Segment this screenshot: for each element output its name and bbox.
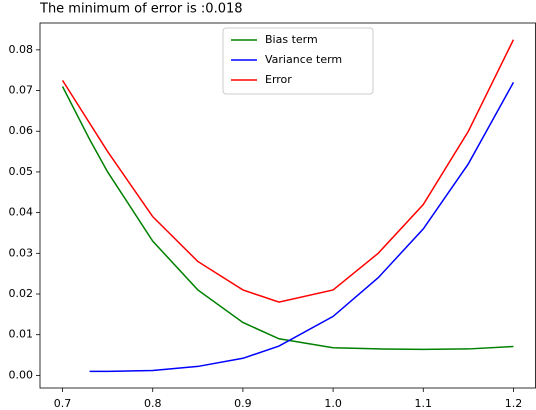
x-tick-label: 1.2 [505,397,523,410]
x-tick-label: 0.7 [54,397,72,410]
chart-title: The minimum of error is :0.018 [39,2,243,17]
x-tick-label: 1.1 [415,397,433,410]
y-tick-label: 0.03 [9,246,34,259]
x-tick-label: 1.0 [324,397,342,410]
legend-box [222,27,374,95]
legend-label: Error [265,73,292,86]
y-tick-label: 0.00 [9,368,34,381]
x-tick-label: 0.9 [234,397,252,410]
legend-label: Bias term [265,33,318,46]
y-tick-label: 0.06 [9,124,34,137]
line-series [61,86,514,351]
y-tick-label: 0.08 [9,43,34,56]
legend-label: Variance term [265,53,342,66]
y-tick-label: 0.07 [9,84,34,97]
y-tick-label: 0.02 [9,287,34,300]
line-series [61,39,515,303]
x-tick-label: 0.8 [144,397,162,410]
y-tick-label: 0.04 [9,206,34,219]
y-tick-label: 0.01 [9,328,34,341]
y-tick-label: 0.05 [9,165,34,178]
line-series [89,82,515,373]
